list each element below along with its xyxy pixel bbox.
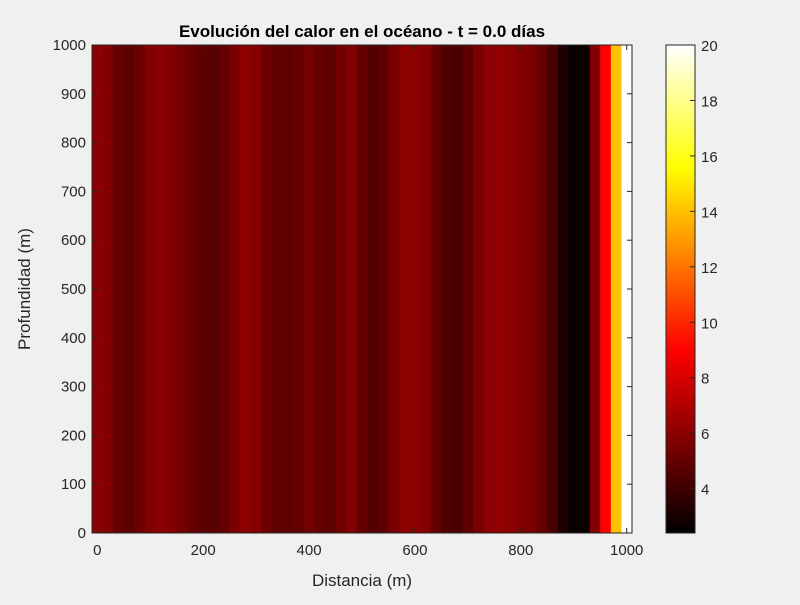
heatmap-column <box>515 45 527 533</box>
y-tick-label: 900 <box>61 86 86 103</box>
heatmap-column <box>356 45 368 533</box>
heatmap-column <box>197 45 210 533</box>
heatmap-column <box>409 45 421 533</box>
y-tick-label: 100 <box>61 476 86 493</box>
heatmap-column <box>229 45 241 533</box>
y-tick-label: 800 <box>61 135 86 152</box>
heatmap-column <box>166 45 178 533</box>
y-tick-label: 1000 <box>53 37 86 54</box>
heatmap-column <box>367 45 379 533</box>
heatmap-column <box>557 45 570 533</box>
heatmap-column <box>324 45 337 533</box>
colorbar-ticks: 4 6 8 10 12 14 16 18 20 <box>690 38 718 499</box>
x-axis-label: Distancia (m) <box>312 571 412 590</box>
colorbar-tick-label: 8 <box>701 371 709 388</box>
heatmap-column <box>102 45 114 533</box>
colorbar-tick-label: 16 <box>701 149 718 166</box>
heatmap-column <box>483 45 495 533</box>
heatmap-column <box>399 45 411 533</box>
heatmap-column <box>377 45 390 533</box>
heatmap-column <box>452 45 464 533</box>
colorbar-tick-label: 10 <box>701 315 718 332</box>
heatmap-column <box>346 45 358 533</box>
heatmap-column <box>123 45 135 533</box>
x-tick-label: 200 <box>191 542 216 559</box>
heatmap-column <box>293 45 305 533</box>
heatmap-column <box>504 45 517 533</box>
heatmap-column <box>303 45 315 533</box>
heatmap-column <box>526 45 538 533</box>
x-tick-label: 800 <box>508 542 533 559</box>
heatmap-column <box>536 45 548 533</box>
heatmap-column <box>579 45 591 533</box>
heatmap-column <box>92 45 104 533</box>
heatmap-column <box>134 45 146 533</box>
colorbar-tick-label: 6 <box>701 426 709 443</box>
y-tick-label: 400 <box>61 330 86 347</box>
heatmap-cells <box>92 45 633 533</box>
y-axis: 0 100 200 300 400 500 600 700 800 900 1000 <box>53 37 632 542</box>
heatmap-column <box>420 45 432 533</box>
heatmap-column <box>610 45 623 533</box>
heatmap-column <box>113 45 125 533</box>
chart-title: Evolución del calor en el océano - t = 0… <box>179 22 545 41</box>
heatmap-column <box>144 45 157 533</box>
heatmap-column <box>250 45 263 533</box>
heatmap-column <box>547 45 559 533</box>
y-tick-label: 700 <box>61 183 86 200</box>
colorbar-tick-label: 14 <box>701 204 718 221</box>
x-tick-label: 1000 <box>610 542 643 559</box>
heatmap-column <box>208 45 220 533</box>
heatmap-column <box>589 45 601 533</box>
colorbar-tick-label: 12 <box>701 260 718 277</box>
heatmap-column <box>441 45 453 533</box>
y-tick-label: 300 <box>61 379 86 396</box>
x-tick-label: 400 <box>297 542 322 559</box>
heatmap-column <box>494 45 506 533</box>
heatmap-column <box>176 45 188 533</box>
heatmap-column <box>430 45 443 533</box>
heatmap-column <box>187 45 199 533</box>
heatmap-column <box>473 45 485 533</box>
heatmap-column <box>282 45 294 533</box>
heatmap-column <box>388 45 400 533</box>
heatmap-column <box>600 45 612 533</box>
heatmap-column <box>568 45 580 533</box>
x-axis: 0 200 400 600 800 1000 <box>93 45 643 559</box>
heatmap-column <box>462 45 474 533</box>
heatmap-column <box>314 45 326 533</box>
y-axis-label: Profundidad (m) <box>15 228 34 350</box>
heatmap-column <box>335 45 347 533</box>
y-tick-label: 500 <box>61 281 86 298</box>
colorbar-tick-label: 4 <box>701 482 709 499</box>
y-tick-label: 200 <box>61 427 86 444</box>
heatmap-column <box>261 45 273 533</box>
heatmap-column <box>272 45 284 533</box>
y-tick-label: 0 <box>78 525 86 542</box>
colorbar-tick-label: 20 <box>701 38 718 55</box>
y-tick-label: 600 <box>61 232 86 249</box>
x-tick-label: 0 <box>93 542 101 559</box>
heatmap-column <box>240 45 252 533</box>
colorbar <box>665 44 696 534</box>
colorbar-tick-label: 18 <box>701 93 718 110</box>
x-tick-label: 600 <box>402 542 427 559</box>
heatmap-column <box>155 45 167 533</box>
heatmap-column <box>219 45 231 533</box>
